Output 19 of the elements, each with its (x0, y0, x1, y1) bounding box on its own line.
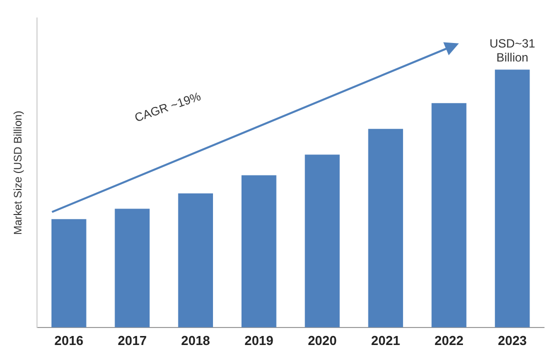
x-tick-label: 2017 (118, 332, 147, 348)
x-tick-label: 2021 (371, 332, 400, 348)
y-axis-title: Market Size (USD Billion) (12, 110, 25, 235)
bar (494, 70, 530, 328)
bar (304, 154, 340, 328)
x-tick-label: 2022 (434, 332, 464, 348)
bar (242, 175, 276, 328)
bar (368, 128, 404, 328)
bar (51, 219, 86, 328)
bar (432, 103, 466, 328)
annotation: USD~31 Billion (489, 36, 536, 65)
bar (114, 208, 150, 328)
annotation: CAGR ~19% (132, 89, 203, 125)
x-tick-label: 2020 (308, 332, 337, 348)
x-tick-label: 2023 (498, 332, 527, 348)
x-tick-label: 2019 (244, 332, 274, 348)
x-tick-label: 2016 (54, 332, 84, 348)
x-tick-label: 2018 (181, 332, 210, 348)
bar (178, 193, 213, 328)
